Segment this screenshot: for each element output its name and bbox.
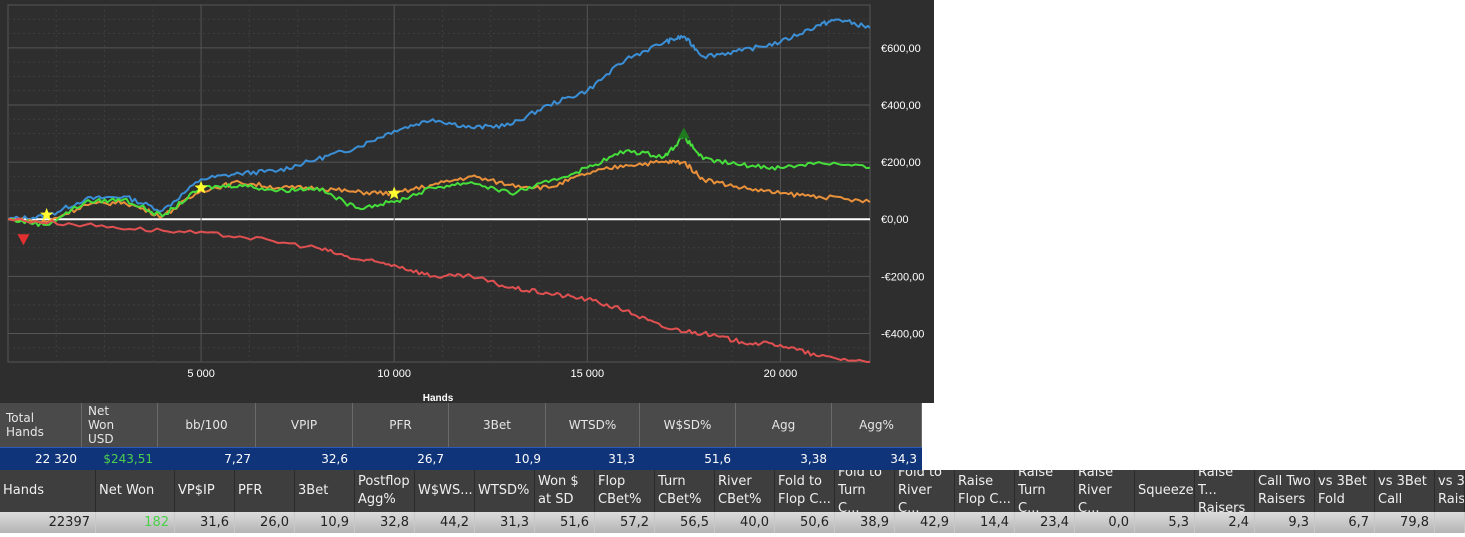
profit-graph: €600,00 €400,00 €200,00 €0,00 -€200,00 -€400,… — [7, 4, 924, 403]
summary-value-cell: $243,51 — [103, 452, 153, 466]
stats-value-cell: 14,4 — [955, 512, 1015, 533]
stats-header-cell[interactable]: vs 3 Raise — [1435, 470, 1465, 512]
stats-value-cell: 6,7 — [1315, 512, 1375, 533]
stats-header-cell[interactable]: Raise River C... — [1075, 470, 1135, 512]
summary-header-cell[interactable]: 3Bet — [449, 403, 546, 447]
summary-header-cell[interactable]: Agg% — [832, 403, 922, 447]
summary-value-cell: 26,7 — [417, 452, 444, 466]
summary-value-cell: 32,6 — [321, 452, 348, 466]
y-tick-label: -€200,00 — [881, 271, 924, 283]
star-marker — [194, 180, 208, 194]
stats-value-cell: 10,9 — [295, 512, 355, 533]
stats-header-row: Hands Net Won VP$IP PFR 3Bet Postflop Agg% W$W… — [0, 470, 1465, 512]
series-line-3 — [7, 217, 871, 363]
y-tick-label: -€400,00 — [881, 328, 924, 340]
summary-header-cell[interactable]: Agg — [736, 403, 832, 447]
stats-value-cell: 50,6 — [775, 512, 835, 533]
stats-header-cell[interactable]: Call Two Raisers — [1255, 470, 1315, 512]
x-tick-label: 15 000 — [570, 368, 604, 380]
x-tick-label: 20 000 — [764, 368, 798, 380]
x-axis-label: Hands — [423, 393, 454, 403]
stats-value-cell: 9,3 — [1255, 512, 1315, 533]
stats-header-cell[interactable]: Won $ at SD — [535, 470, 595, 512]
stats-header-cell[interactable]: Fold to River C... — [895, 470, 955, 512]
stats-header-cell[interactable]: Fold to Turn C... — [835, 470, 895, 512]
stats-value-cell: 5,3 — [1135, 512, 1195, 533]
stats-header-cell[interactable]: Flop CBet% — [595, 470, 655, 512]
summary-value-cell: 31,3 — [608, 452, 635, 466]
stats-value-cell — [1435, 512, 1465, 533]
series-line-0 — [7, 18, 871, 221]
y-tick-label: €200,00 — [881, 157, 921, 169]
triangle-up-marker — [677, 127, 690, 139]
stats-value-cell: 31,3 — [475, 512, 535, 533]
stats-data-row[interactable]: 22397 182 31,6 26,0 10,9 32,8 44,2 31,3 51,6 57,2… — [0, 512, 1465, 533]
stats-header-cell[interactable]: River CBet% — [715, 470, 775, 512]
stats-value-cell: 44,2 — [415, 512, 475, 533]
stats-header-cell[interactable]: Net Won — [96, 470, 175, 512]
series-line-1 — [7, 159, 871, 224]
stats-header-cell[interactable]: VP$IP — [175, 470, 235, 512]
star-marker — [387, 186, 401, 200]
stats-header-cell[interactable]: Raise Turn C... — [1015, 470, 1075, 512]
y-tick-label: €0,00 — [881, 214, 909, 226]
stats-table: Hands Net Won VP$IP PFR 3Bet Postflop Agg% W$W… — [0, 470, 1465, 533]
stats-value-cell: 0,0 — [1075, 512, 1135, 533]
stats-header-cell[interactable]: vs 3Bet Call — [1375, 470, 1435, 512]
summary-value-cell: 51,6 — [704, 452, 731, 466]
stats-value-cell: 31,6 — [175, 512, 235, 533]
summary-header-row: Total Hands Net Won USD bb/100 VPIP PFR 3Bet W… — [0, 403, 922, 447]
x-tick-label: 5 000 — [187, 368, 215, 380]
summary-value-cell: 10,9 — [514, 452, 541, 466]
series-line-2 — [7, 135, 871, 227]
stats-value-cell: 57,2 — [595, 512, 655, 533]
summary-header-cell[interactable]: bb/100 — [158, 403, 256, 447]
summary-header-cell[interactable]: Net Won USD — [82, 403, 158, 447]
stats-header-cell[interactable]: Raise T... Raisers — [1195, 470, 1255, 512]
stats-header-cell[interactable]: Hands — [0, 470, 96, 512]
stats-value-cell: 51,6 — [535, 512, 595, 533]
stats-header-cell[interactable]: 3Bet — [295, 470, 355, 512]
stats-header-cell[interactable]: Postflop Agg% — [355, 470, 415, 512]
summary-header-cell[interactable]: Total Hands — [0, 403, 82, 447]
y-tick-label: €600,00 — [881, 43, 921, 55]
stats-header-cell[interactable]: Turn CBet% — [655, 470, 715, 512]
stats-header-cell[interactable]: Fold to Flop C... — [775, 470, 835, 512]
plot-area — [7, 4, 871, 363]
summary-value-cell: 7,27 — [224, 452, 251, 466]
summary-value-cell: 34,3 — [890, 452, 917, 466]
stats-value-cell: 56,5 — [655, 512, 715, 533]
summary-value-cell: 3,38 — [800, 452, 827, 466]
summary-header-cell[interactable]: WTSD% — [546, 403, 640, 447]
summary-header-cell[interactable]: VPIP — [256, 403, 353, 447]
summary-header-cell[interactable]: W$SD% — [640, 403, 736, 447]
stats-header-cell[interactable]: Squeeze — [1135, 470, 1195, 512]
star-marker — [40, 207, 54, 221]
stats-value-cell: 22397 — [0, 512, 96, 533]
profit-graph-panel: €600,00 €400,00 €200,00 €0,00 -€200,00 -€400,… — [0, 0, 934, 403]
stats-header-cell[interactable]: W$WS... — [415, 470, 475, 512]
stats-value-cell: 2,4 — [1195, 512, 1255, 533]
summary-table: Total Hands Net Won USD bb/100 VPIP PFR 3Bet W… — [0, 403, 922, 470]
triangle-down-marker — [17, 234, 30, 246]
stats-value-cell: 40,0 — [715, 512, 775, 533]
stats-header-cell[interactable]: Raise Flop C... — [955, 470, 1015, 512]
summary-value-cell: 22 320 — [35, 452, 77, 466]
summary-header-cell[interactable]: PFR — [353, 403, 449, 447]
stats-value-cell: 26,0 — [235, 512, 295, 533]
summary-data-row[interactable]: 22 320 $243,51 7,27 32,6 26,7 10,9 31,3 51,6 3,3… — [0, 447, 922, 470]
stats-header-cell[interactable]: WTSD% — [475, 470, 535, 512]
stats-value-cell: 38,9 — [835, 512, 895, 533]
stats-value-cell: 42,9 — [895, 512, 955, 533]
stats-value-cell: 32,8 — [355, 512, 415, 533]
stats-value-cell: 182 — [96, 512, 175, 533]
stats-value-cell: 79,8 — [1375, 512, 1435, 533]
stats-header-cell[interactable]: vs 3Bet Fold — [1315, 470, 1375, 512]
y-tick-label: €400,00 — [881, 100, 921, 112]
stats-header-cell[interactable]: PFR — [235, 470, 295, 512]
stats-value-cell: 23,4 — [1015, 512, 1075, 533]
x-tick-label: 10 000 — [377, 368, 411, 380]
